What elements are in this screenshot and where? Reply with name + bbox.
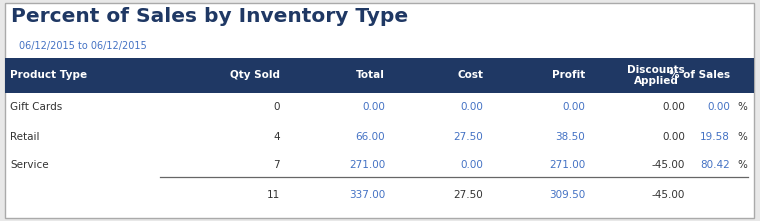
Text: -45.00: -45.00 [651,189,685,200]
Text: 0.00: 0.00 [662,131,685,141]
Text: Gift Cards: Gift Cards [10,103,62,112]
Text: 80.42: 80.42 [700,160,730,170]
Text: 0.00: 0.00 [460,160,483,170]
Text: 0: 0 [274,103,280,112]
Text: 0.00: 0.00 [707,103,730,112]
Text: Service: Service [10,160,49,170]
Text: Qty Sold: Qty Sold [230,70,280,80]
Text: Cost: Cost [457,70,483,80]
Text: 7: 7 [274,160,280,170]
Text: 27.50: 27.50 [453,189,483,200]
Text: Profit: Profit [552,70,585,80]
Text: 38.50: 38.50 [556,131,585,141]
Text: %: % [737,160,747,170]
Text: Total: Total [356,70,385,80]
Text: 66.00: 66.00 [356,131,385,141]
Text: 337.00: 337.00 [349,189,385,200]
Text: 4: 4 [274,131,280,141]
Text: Discounts
Applied: Discounts Applied [627,65,685,86]
Text: Product Type: Product Type [10,70,87,80]
Text: 271.00: 271.00 [549,160,585,170]
Text: 27.50: 27.50 [453,131,483,141]
Text: %: % [737,131,747,141]
Text: 0.00: 0.00 [562,103,585,112]
Text: 271.00: 271.00 [349,160,385,170]
Text: %: % [737,103,747,112]
Text: 11: 11 [267,189,280,200]
Text: 309.50: 309.50 [549,189,585,200]
Text: 06/12/2015 to 06/12/2015: 06/12/2015 to 06/12/2015 [19,41,147,51]
Text: % of Sales: % of Sales [669,70,730,80]
Text: Percent of Sales by Inventory Type: Percent of Sales by Inventory Type [11,7,408,26]
Text: 0.00: 0.00 [362,103,385,112]
Text: Retail: Retail [10,131,40,141]
Text: 0.00: 0.00 [662,103,685,112]
Text: -45.00: -45.00 [651,160,685,170]
Bar [5,58,754,93]
Text: 19.58: 19.58 [700,131,730,141]
Text: 0.00: 0.00 [460,103,483,112]
